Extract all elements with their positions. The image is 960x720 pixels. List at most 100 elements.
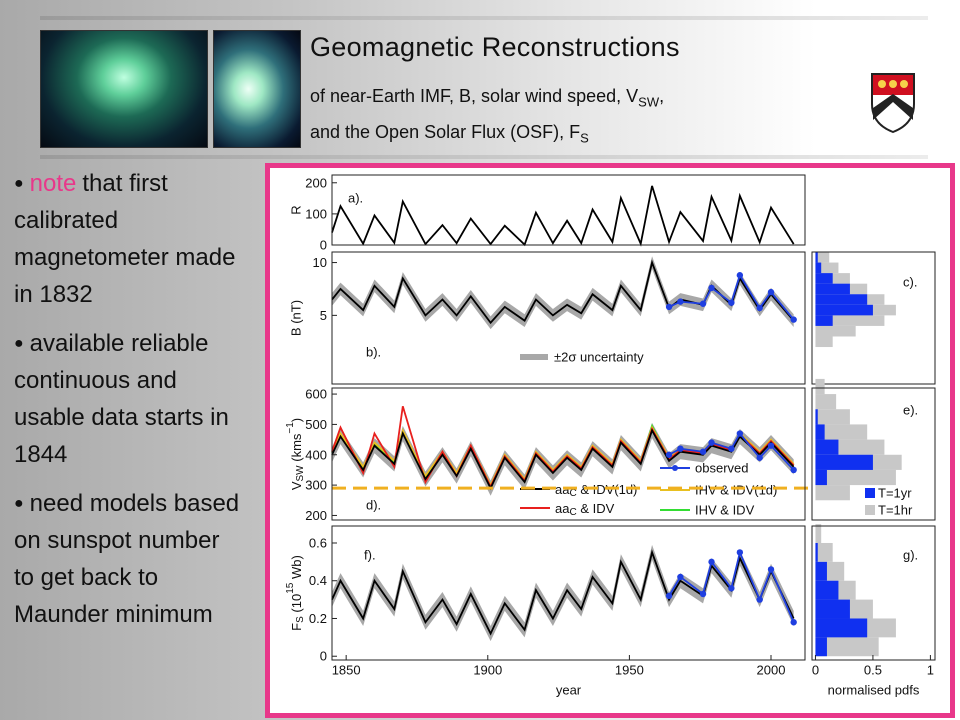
y-axis-label: FS (1015 Wb) [285, 555, 306, 631]
text-segment: V [289, 481, 304, 490]
subtitle: of near-Earth IMF, B, solar wind speed, … [310, 86, 664, 110]
bullet: available reliable continuous and usable… [14, 325, 246, 473]
uncertainty-band [332, 544, 794, 642]
data-point [728, 585, 735, 592]
histogram-bar [815, 315, 833, 326]
x-tick-label: 0 [812, 663, 819, 678]
x-tick-label: 1 [927, 663, 934, 678]
text-segment: and the Open Solar Flux (OSF), F [310, 122, 581, 142]
text-segment: ) [289, 418, 304, 422]
data-point [790, 619, 797, 626]
axes-box [811, 387, 936, 521]
histogram-bar [815, 394, 837, 410]
x-tick-label: 1950 [615, 663, 644, 678]
axes-box [331, 174, 806, 246]
header-rule [40, 16, 928, 20]
panel-label: e). [903, 403, 918, 418]
data-point [756, 304, 763, 312]
data-point [665, 451, 673, 458]
histogram-bar [815, 542, 818, 562]
y-tick-label: 600 [305, 387, 327, 402]
header-rule [40, 155, 928, 159]
data-point [767, 288, 775, 296]
text-segment: of near-Earth IMF, B, solar wind speed, … [310, 86, 639, 106]
histogram-bar [815, 325, 856, 337]
legend-marker [672, 465, 678, 471]
data-point [767, 442, 775, 449]
data-point [736, 549, 744, 556]
histogram-bar [815, 524, 822, 543]
panel-label: g). [903, 548, 918, 563]
x-tick-label: 0.5 [864, 663, 882, 678]
y-tick-label: 500 [305, 417, 327, 432]
panel-label: f). [364, 548, 376, 563]
bullet-text: that first calibrated magnetometer made … [14, 170, 236, 308]
series-line [331, 549, 795, 636]
text-segment: F [289, 623, 304, 631]
histogram-bar [815, 252, 818, 263]
data-point [699, 448, 707, 455]
data-point [728, 299, 735, 306]
histogram-bar [815, 637, 827, 657]
axes-box [331, 387, 806, 521]
y-tick-label: 400 [305, 447, 327, 462]
panel-label: d). [366, 498, 381, 513]
data-point [708, 439, 715, 446]
data-point [756, 454, 763, 461]
histogram-bar [815, 469, 827, 486]
text-segment: −1 [285, 422, 296, 434]
data-point [677, 573, 684, 581]
title: Geomagnetic Reconstructions [310, 32, 680, 62]
y-tick-label: 0.4 [309, 573, 327, 588]
text-segment: 15 [285, 582, 296, 594]
histogram-bar [815, 542, 833, 562]
histogram-bar [815, 252, 830, 263]
histogram-bar [815, 262, 822, 274]
histogram-bar [815, 424, 868, 440]
histogram-bar [815, 618, 868, 638]
y-axis-label: R [289, 205, 304, 214]
text-segment: (kms [289, 433, 304, 465]
legend-swatch [865, 488, 875, 498]
text-segment: SW [295, 465, 306, 482]
text-segment: C [569, 488, 576, 499]
bullet-text: available reliable continuous and usable… [14, 330, 229, 468]
histogram-bar [815, 469, 896, 486]
data-point [756, 596, 763, 603]
histogram-bar [815, 283, 850, 295]
aurora-photo [40, 30, 208, 148]
data-point [736, 430, 744, 437]
histogram-bar [815, 439, 839, 455]
legend-label: T=1hr [878, 503, 913, 518]
histogram-bar [815, 262, 839, 274]
panel-label: b). [366, 345, 381, 360]
y-axis-label: VSW (kms−1) [285, 418, 306, 490]
text-segment: (10 [289, 594, 304, 616]
histogram-bar [815, 637, 879, 657]
uncertainty-band [332, 256, 794, 330]
text-segment: & IDV [577, 501, 615, 516]
text-segment: , [659, 86, 665, 106]
histogram-bar [815, 580, 839, 600]
subtitle: and the Open Solar Flux (OSF), FS [310, 122, 589, 146]
data-point [708, 284, 715, 292]
data-point [677, 298, 684, 305]
data-point [699, 590, 707, 598]
y-tick-label: 200 [305, 175, 327, 190]
y-tick-label: 0 [320, 649, 327, 664]
data-point [677, 445, 684, 452]
axes-box [811, 251, 936, 385]
y-axis-label: B (nT) [289, 300, 304, 336]
legend-swatch [865, 505, 875, 515]
x-tick-label: 2000 [757, 663, 786, 678]
panel-label: a). [348, 191, 363, 206]
histogram-bar [815, 336, 833, 348]
axes-box [331, 251, 806, 385]
histogram-bar [815, 315, 885, 326]
panel-label: c). [903, 275, 917, 290]
bullet: need models based on sunspot number to g… [14, 485, 246, 633]
histogram-bar [815, 378, 825, 395]
plot-area [332, 175, 805, 245]
legend-label: aaC & IDV [555, 501, 615, 518]
histogram-bar [815, 304, 873, 316]
